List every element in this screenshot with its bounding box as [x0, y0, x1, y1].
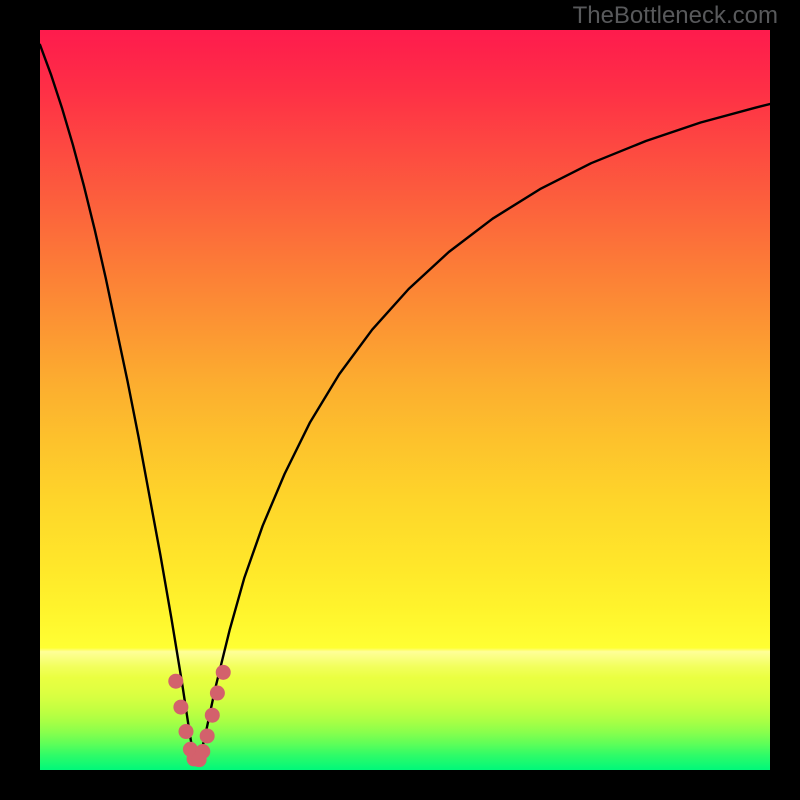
highlight-dot [195, 744, 210, 759]
highlight-dot [168, 674, 183, 689]
highlight-dot [205, 708, 220, 723]
highlight-dot [216, 665, 231, 680]
highlight-dot [200, 728, 215, 743]
watermark-text: TheBottleneck.com [573, 4, 778, 28]
highlight-dot [179, 724, 194, 739]
highlight-dot [173, 700, 188, 715]
chart-background [40, 30, 770, 770]
stage: TheBottleneck.com [0, 0, 800, 800]
bottleneck-chart [40, 30, 770, 770]
highlight-dot [210, 686, 225, 701]
